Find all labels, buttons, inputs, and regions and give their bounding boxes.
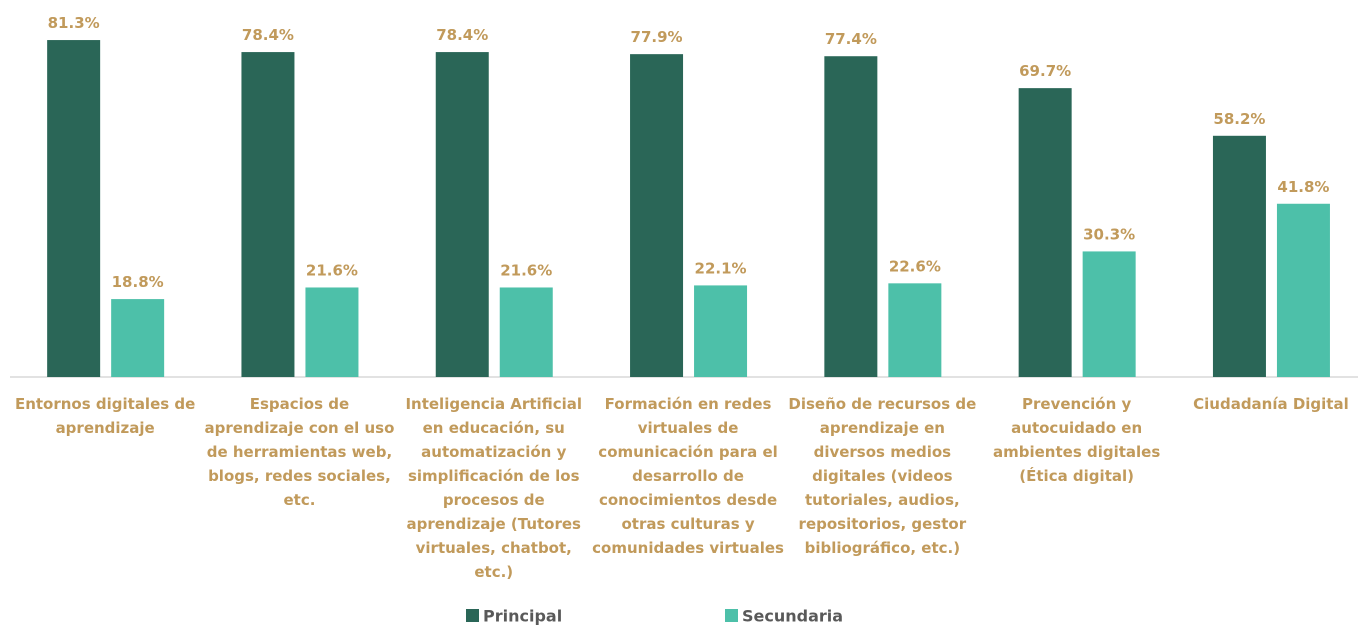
value-label: 77.4% xyxy=(825,30,877,48)
bar xyxy=(435,52,489,377)
legend-swatch xyxy=(466,609,479,622)
value-label: 22.1% xyxy=(695,259,747,277)
x-tick-label: Entornos digitales de aprendizaje xyxy=(14,395,196,437)
value-label: 78.4% xyxy=(242,26,294,44)
bar xyxy=(305,287,359,377)
bar xyxy=(824,56,878,377)
value-label: 30.3% xyxy=(1083,225,1135,243)
value-label: 21.6% xyxy=(500,261,552,279)
bar xyxy=(241,52,295,377)
value-label: 22.6% xyxy=(889,257,941,275)
value-label: 69.7% xyxy=(1019,62,1071,80)
x-tick-label: Inteligencia Artificial en educación, su… xyxy=(405,395,583,581)
bar xyxy=(888,283,942,377)
x-tick-label: Formación en redes virtuales de comunica… xyxy=(592,395,784,557)
x-tick-label: Ciudadanía Digital xyxy=(1193,395,1349,413)
bar xyxy=(47,40,101,377)
bar xyxy=(111,299,165,377)
value-label: 58.2% xyxy=(1213,110,1265,128)
bar xyxy=(499,287,553,377)
value-label: 78.4% xyxy=(436,26,488,44)
bar xyxy=(1212,135,1266,377)
value-label: 77.9% xyxy=(631,28,683,46)
value-label: 41.8% xyxy=(1277,178,1329,196)
legend-label: Secundaria xyxy=(742,607,843,626)
value-label: 81.3% xyxy=(48,14,100,32)
legend-swatch xyxy=(725,609,738,622)
x-tick-label: Diseño de recursos de aprendizaje en div… xyxy=(788,395,977,557)
bar xyxy=(694,285,748,377)
x-tick-label: Espacios de aprendizaje con el uso de he… xyxy=(204,395,395,509)
bar xyxy=(1018,88,1072,377)
bar xyxy=(1276,203,1330,377)
value-label: 18.8% xyxy=(112,273,164,291)
bar xyxy=(630,54,684,378)
legend-label: Principal xyxy=(483,607,562,626)
value-label: 21.6% xyxy=(306,261,358,279)
bar xyxy=(1082,251,1136,377)
x-tick-label: Prevención y autocuidado en ambientes di… xyxy=(993,395,1161,485)
